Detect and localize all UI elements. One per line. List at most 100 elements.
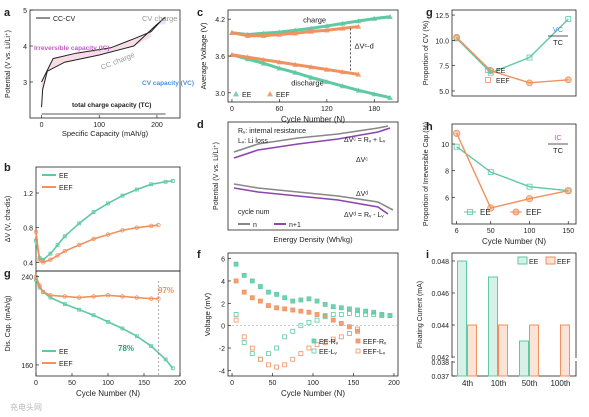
x-tick-label: 100 xyxy=(93,122,105,129)
data-point xyxy=(453,33,461,41)
data-point xyxy=(170,366,175,371)
legend-label: EEF xyxy=(557,259,571,266)
panel-letter: g xyxy=(426,7,433,19)
legend-label: EE xyxy=(480,208,491,217)
series-line xyxy=(35,180,173,261)
data-point xyxy=(62,294,68,299)
x-tick-label: 0 xyxy=(34,380,38,387)
x-tick-label: 150 xyxy=(138,380,150,387)
data-point xyxy=(453,143,460,150)
data-point xyxy=(564,76,572,84)
annotation: CV capacity (VC) xyxy=(142,80,194,87)
panel-a-frame xyxy=(29,9,181,119)
legend-marker xyxy=(485,77,491,83)
data-point xyxy=(487,169,494,175)
data-point xyxy=(244,32,251,38)
y-tick-label: 0.044 xyxy=(431,323,449,330)
data-point xyxy=(260,60,267,66)
y-tick-label: 8 xyxy=(445,169,449,176)
data-point xyxy=(298,308,304,314)
legend-marker xyxy=(355,348,361,354)
annotation: CV charge xyxy=(142,14,177,23)
x-tick-label: 50 xyxy=(487,228,495,235)
legend-label: EE xyxy=(242,92,252,99)
data-point xyxy=(55,253,60,258)
data-point xyxy=(229,29,235,35)
watermark: 充电头网 xyxy=(10,402,42,412)
data-point xyxy=(156,296,161,301)
data-point xyxy=(324,66,330,72)
x-tick-label: 50 xyxy=(269,380,277,387)
x-axis-label: Energy Density (Wh/kg) xyxy=(273,235,353,244)
annotation: discharge xyxy=(291,78,324,87)
y-tick-label: 3.0 xyxy=(215,91,225,98)
annotation: ΔVᶜ-d xyxy=(355,42,374,51)
panel-letter: a xyxy=(4,7,11,19)
data-point xyxy=(77,307,82,312)
data-point xyxy=(249,351,255,357)
y-tick-label: 0.8 xyxy=(23,226,33,233)
data-point xyxy=(105,293,111,298)
ic-shade xyxy=(41,31,152,108)
legend-marker xyxy=(355,338,361,344)
x-axis-label: Cycle Number (N) xyxy=(281,115,345,124)
series-line xyxy=(456,133,569,209)
data-point xyxy=(379,312,385,317)
data-point xyxy=(105,232,111,237)
data-point xyxy=(292,27,299,33)
legend-label: EE xyxy=(59,173,69,180)
data-point xyxy=(274,364,279,370)
data-point xyxy=(564,187,572,195)
data-point xyxy=(324,23,330,29)
data-point xyxy=(339,20,346,26)
fraction-top: IC xyxy=(554,133,562,142)
data-point xyxy=(77,221,82,226)
x-tick-label: 50th xyxy=(522,379,538,388)
data-point xyxy=(120,294,125,299)
data-point xyxy=(274,305,279,311)
data-point xyxy=(91,294,96,299)
annotation: ΔVᶜ xyxy=(356,157,368,164)
discharge-curve xyxy=(41,16,166,108)
data-label: 78% xyxy=(118,344,134,353)
data-point xyxy=(249,345,255,351)
data-point xyxy=(379,313,385,319)
data-point xyxy=(526,79,533,87)
annotation: Rᵥ: internal resistance xyxy=(238,128,306,135)
y-axis-label: Voltage (mV) xyxy=(203,292,212,336)
data-point xyxy=(330,336,336,342)
data-point xyxy=(48,257,53,262)
data-point xyxy=(170,178,175,183)
legend-marker xyxy=(233,91,239,97)
legend-label: EEF xyxy=(59,185,73,192)
data-point xyxy=(338,312,344,317)
y-tick-label: -4 xyxy=(219,368,225,375)
data-point xyxy=(48,251,53,256)
data-point xyxy=(338,305,344,311)
panel-letter: f xyxy=(197,249,201,261)
discharge-curve-n1 xyxy=(233,187,389,215)
data-point xyxy=(276,65,283,71)
data-point xyxy=(355,312,360,317)
data-point xyxy=(134,295,139,300)
x-tick-label: 180 xyxy=(368,106,380,113)
data-point xyxy=(91,210,96,214)
legend-label: n xyxy=(253,222,257,229)
y-tick-label: 6 xyxy=(221,257,225,264)
data-point xyxy=(371,15,378,21)
data-point xyxy=(525,195,534,203)
axis-break xyxy=(449,358,579,361)
data-point xyxy=(298,351,304,357)
y-tick-label: 12.5 xyxy=(435,13,449,20)
x-tick-label: 100 xyxy=(524,228,536,235)
x-tick-label: 0 xyxy=(230,106,234,113)
data-point xyxy=(322,302,328,307)
legend-label: EE-Rᵥ xyxy=(319,339,339,346)
data-point xyxy=(387,13,393,19)
data-point xyxy=(266,362,271,368)
data-point xyxy=(266,351,271,357)
data-point xyxy=(314,312,320,317)
x-tick-label: 150 xyxy=(562,228,574,235)
y-tick-label: 3.6 xyxy=(215,54,225,61)
